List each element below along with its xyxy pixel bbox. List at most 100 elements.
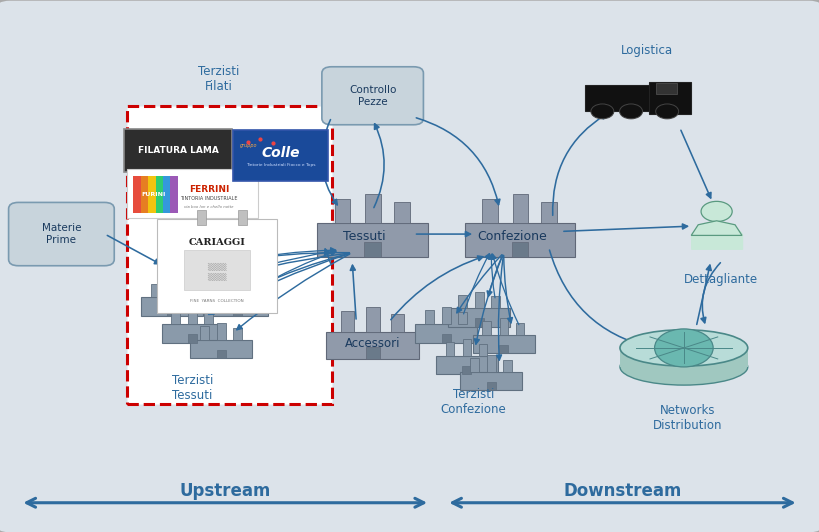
FancyBboxPatch shape [473, 335, 535, 353]
FancyBboxPatch shape [188, 257, 197, 271]
FancyBboxPatch shape [148, 176, 156, 213]
FancyBboxPatch shape [415, 324, 477, 343]
Text: FINE  YARNS  COLLECTION: FINE YARNS COLLECTION [190, 298, 244, 303]
Ellipse shape [620, 349, 748, 385]
FancyBboxPatch shape [442, 307, 451, 324]
FancyBboxPatch shape [463, 339, 472, 356]
FancyBboxPatch shape [656, 84, 677, 94]
FancyBboxPatch shape [184, 285, 192, 297]
Text: Materie
Prime: Materie Prime [42, 223, 81, 245]
Text: Colle: Colle [261, 146, 300, 160]
FancyBboxPatch shape [459, 312, 467, 324]
FancyBboxPatch shape [465, 223, 575, 256]
FancyBboxPatch shape [233, 130, 328, 181]
FancyBboxPatch shape [441, 334, 451, 343]
Text: TINTORIA INDUSTRIALE: TINTORIA INDUSTRIALE [180, 196, 238, 201]
FancyBboxPatch shape [425, 311, 434, 324]
FancyBboxPatch shape [541, 202, 557, 223]
Text: Downstream: Downstream [563, 482, 681, 500]
FancyBboxPatch shape [585, 85, 653, 111]
FancyBboxPatch shape [167, 307, 177, 316]
FancyBboxPatch shape [318, 223, 428, 256]
FancyBboxPatch shape [141, 297, 203, 316]
Polygon shape [691, 221, 742, 235]
FancyBboxPatch shape [151, 284, 160, 297]
FancyBboxPatch shape [205, 312, 213, 324]
Text: Logistica: Logistica [621, 44, 673, 57]
FancyBboxPatch shape [470, 359, 479, 372]
FancyBboxPatch shape [620, 348, 748, 367]
FancyBboxPatch shape [133, 176, 141, 213]
FancyBboxPatch shape [500, 318, 509, 335]
FancyBboxPatch shape [462, 366, 472, 375]
FancyBboxPatch shape [512, 242, 528, 256]
FancyBboxPatch shape [161, 324, 224, 343]
Text: Upstream: Upstream [179, 482, 271, 500]
FancyBboxPatch shape [479, 344, 487, 356]
FancyBboxPatch shape [238, 210, 247, 225]
FancyBboxPatch shape [516, 322, 524, 335]
Circle shape [591, 104, 614, 119]
FancyBboxPatch shape [233, 307, 242, 316]
FancyBboxPatch shape [188, 334, 197, 343]
Circle shape [654, 329, 713, 367]
Text: Dettagliante: Dettagliante [684, 273, 758, 286]
FancyBboxPatch shape [170, 176, 178, 213]
FancyBboxPatch shape [250, 285, 258, 297]
FancyBboxPatch shape [163, 176, 170, 213]
FancyBboxPatch shape [491, 296, 500, 308]
FancyBboxPatch shape [341, 311, 354, 331]
Text: Terzisti
Filati: Terzisti Filati [198, 65, 240, 93]
FancyBboxPatch shape [8, 203, 115, 265]
Text: Tessuti: Tessuti [343, 230, 386, 243]
FancyBboxPatch shape [487, 355, 496, 372]
FancyBboxPatch shape [141, 176, 148, 213]
Text: CARIAGGI: CARIAGGI [188, 238, 246, 246]
FancyBboxPatch shape [474, 318, 484, 327]
FancyBboxPatch shape [216, 284, 225, 297]
Text: Controllo
Pezze: Controllo Pezze [349, 85, 396, 106]
FancyBboxPatch shape [486, 382, 496, 390]
FancyBboxPatch shape [513, 194, 528, 223]
FancyBboxPatch shape [504, 360, 512, 372]
FancyBboxPatch shape [204, 281, 214, 289]
Text: FILATURA LAMA: FILATURA LAMA [138, 146, 219, 155]
FancyBboxPatch shape [127, 169, 258, 218]
FancyBboxPatch shape [233, 281, 242, 297]
FancyBboxPatch shape [446, 343, 455, 356]
FancyBboxPatch shape [364, 242, 381, 256]
Text: FURINI: FURINI [141, 192, 165, 197]
FancyBboxPatch shape [436, 356, 498, 375]
FancyBboxPatch shape [391, 314, 404, 331]
FancyBboxPatch shape [157, 219, 277, 313]
Text: Terzisti
Confezione: Terzisti Confezione [441, 388, 506, 415]
FancyBboxPatch shape [482, 321, 491, 335]
Text: ▒▒▒
▒▒▒: ▒▒▒ ▒▒▒ [207, 262, 227, 281]
Text: Confezione: Confezione [477, 230, 547, 243]
FancyBboxPatch shape [206, 297, 269, 316]
FancyBboxPatch shape [499, 345, 509, 353]
FancyBboxPatch shape [188, 307, 197, 324]
Text: gruppo: gruppo [239, 143, 257, 148]
Circle shape [701, 201, 732, 221]
FancyBboxPatch shape [649, 82, 691, 114]
FancyBboxPatch shape [322, 67, 423, 125]
FancyBboxPatch shape [448, 308, 510, 327]
FancyBboxPatch shape [233, 328, 242, 340]
FancyBboxPatch shape [200, 327, 209, 340]
FancyBboxPatch shape [205, 254, 214, 271]
FancyBboxPatch shape [475, 292, 484, 308]
FancyBboxPatch shape [366, 347, 379, 360]
FancyBboxPatch shape [326, 331, 419, 360]
FancyBboxPatch shape [184, 250, 250, 290]
Ellipse shape [620, 330, 748, 366]
Text: Terzisti
Tessuti: Terzisti Tessuti [172, 375, 213, 402]
FancyBboxPatch shape [216, 350, 226, 359]
FancyBboxPatch shape [197, 210, 206, 225]
FancyBboxPatch shape [168, 281, 177, 297]
FancyBboxPatch shape [124, 129, 232, 172]
Text: Accessori: Accessori [345, 337, 400, 350]
FancyBboxPatch shape [156, 176, 163, 213]
Text: Networks
Distribution: Networks Distribution [654, 404, 722, 431]
FancyBboxPatch shape [460, 372, 523, 390]
